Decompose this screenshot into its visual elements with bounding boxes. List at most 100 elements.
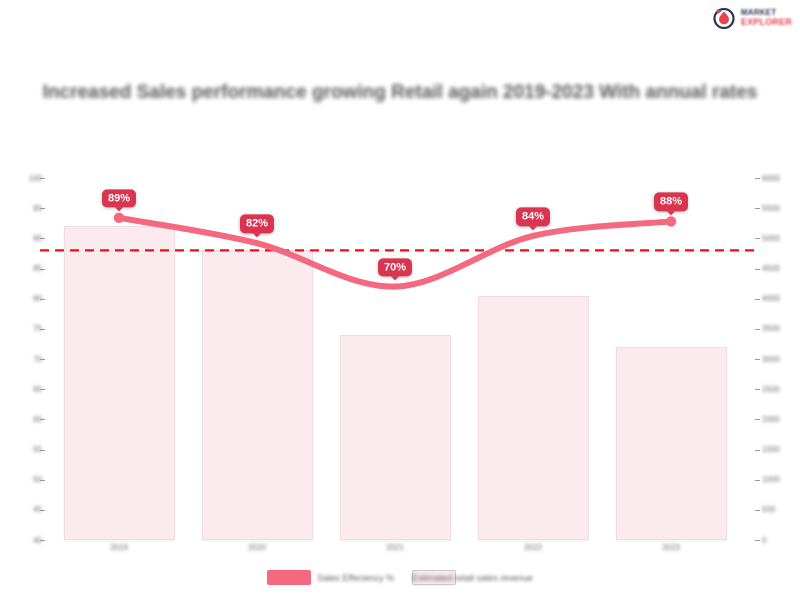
droplet-circle-icon (711, 5, 737, 31)
axis-tick-mark (40, 298, 45, 300)
axis-tick-label: 1500 (762, 445, 780, 454)
brand-logo[interactable]: MARKET EXPLORER (711, 4, 792, 32)
chart-title: Increased Sales performance growing Reta… (42, 82, 758, 103)
x-axis-label-2020: 2020 (248, 543, 266, 552)
axis-tick-mark (40, 449, 45, 451)
axis-tick-mark (755, 208, 760, 210)
axis-tick-label: 60 (33, 414, 42, 424)
axis-tick-label: 5000 (762, 233, 780, 243)
y-axis-left: 100 95 90 85 80 75 70 65 60 55 50 45 40 (2, 174, 45, 545)
axis-tick-mark (40, 389, 45, 391)
axis-tick-label: 40 (33, 535, 42, 545)
legend-label-bar: Estimated retail sales revenue (412, 572, 533, 583)
axis-tick-left: 55 (2, 445, 46, 455)
axis-tick-left: 80 (2, 294, 46, 304)
data-label-2023: 88% (653, 192, 689, 216)
logo-text-secondary: EXPLORER (740, 17, 792, 27)
axis-tick-label: 50 (33, 475, 42, 485)
axis-tick-label: 4500 (762, 264, 780, 273)
legend-swatch-bar (412, 570, 457, 585)
legend-swatch-line (267, 570, 312, 585)
axis-tick-label: 5500 (762, 203, 780, 213)
axis-tick-right: 2500 (758, 384, 800, 394)
bar-2019[interactable] (63, 226, 175, 540)
axis-tick-mark (755, 178, 760, 179)
axis-tick-right: 1000 (758, 475, 800, 485)
axis-tick-right: 3500 (758, 324, 800, 334)
axis-tick-mark (755, 359, 760, 360)
axis-tick-label: 6000 (762, 173, 780, 183)
y-axis-right: 6000 5500 5000 4500 4000 3500 3000 2500 2000 1500… (755, 173, 800, 545)
chart-legend: Sales Effeciency % Estimated retail sale… (0, 570, 800, 585)
axis-tick-right: 5500 (758, 203, 800, 213)
axis-tick-label: 2000 (762, 414, 780, 424)
axis-tick-label: 75 (33, 324, 42, 334)
axis-tick-mark (755, 419, 760, 421)
legend-label-line: Sales Effeciency % (317, 572, 395, 583)
axis-tick-label: 0 (762, 535, 767, 545)
data-label-2021: 70% (377, 257, 413, 281)
axis-tick-left: 65 (2, 384, 46, 394)
axis-tick-mark (40, 509, 45, 511)
axis-tick-right: 6000 (758, 173, 800, 183)
axis-tick-mark (40, 479, 45, 481)
axis-tick-mark (755, 389, 760, 391)
line-marker-2020[interactable] (253, 239, 261, 247)
axis-tick-label: 80 (33, 294, 42, 304)
axis-tick-mark (755, 449, 760, 451)
line-marker-2021[interactable] (391, 283, 399, 290)
bar-2021[interactable] (339, 334, 451, 540)
data-label-2020: 82% (239, 214, 275, 237)
x-axis-label-2022: 2022 (524, 543, 542, 552)
line-marker-2022[interactable] (529, 232, 537, 240)
axis-tick-label: 2500 (762, 384, 780, 394)
bar-2023[interactable] (615, 346, 727, 540)
axis-tick-right: 4000 (758, 294, 800, 304)
axis-tick-left: 45 (2, 505, 46, 515)
axis-tick-left: 100 (2, 173, 46, 183)
axis-tick-left: 70 (2, 354, 46, 364)
axis-tick-label: 85 (33, 264, 42, 273)
axis-tick-right: 500 (758, 505, 800, 515)
axis-tick-label: 90 (33, 233, 42, 243)
axis-tick-mark (755, 509, 760, 511)
axis-tick-label: 4000 (762, 294, 780, 304)
axis-tick-left: 90 (2, 233, 46, 243)
axis-tick-left: 60 (2, 414, 46, 424)
axis-tick-mark (40, 359, 45, 360)
axis-tick-mark (755, 298, 760, 300)
axis-tick-mark (40, 328, 45, 330)
axis-tick-mark (755, 540, 760, 541)
axis-tick-label: 100 (28, 173, 42, 183)
axis-tick-mark (40, 208, 45, 210)
axis-tick-mark (40, 268, 45, 270)
axis-tick-left: 50 (2, 475, 46, 485)
axis-tick-right: 0 (758, 535, 800, 545)
axis-tick-mark (755, 328, 760, 330)
axis-tick-label: 70 (33, 354, 42, 364)
axis-tick-right: 2000 (758, 414, 800, 424)
x-axis-label-2019: 2019 (110, 543, 128, 552)
axis-tick-mark (40, 419, 45, 421)
x-axis-label-2021: 2021 (386, 543, 404, 552)
axis-tick-label: 500 (762, 505, 776, 515)
legend-item-line[interactable]: Sales Effeciency % (267, 570, 394, 585)
axis-tick-mark (40, 540, 45, 541)
axis-tick-right: 5000 (758, 233, 800, 243)
data-label-2019: 89% (101, 189, 137, 212)
legend-item-bar[interactable]: Estimated retail sales revenue (412, 570, 533, 585)
axis-tick-mark (755, 268, 760, 270)
axis-tick-right: 4500 (758, 264, 800, 274)
bar-2020[interactable] (201, 250, 313, 540)
axis-tick-left: 40 (2, 535, 46, 545)
axis-tick-mark (755, 479, 760, 481)
x-axis-label-2023: 2023 (662, 543, 680, 552)
axis-tick-left: 95 (2, 203, 46, 213)
line-marker-2023[interactable] (665, 216, 677, 227)
axis-tick-left: 75 (2, 324, 46, 334)
line-marker-2019[interactable] (113, 212, 125, 224)
axis-tick-right: 1500 (758, 445, 800, 455)
axis-tick-mark (40, 238, 45, 240)
bar-2022[interactable] (477, 295, 589, 540)
